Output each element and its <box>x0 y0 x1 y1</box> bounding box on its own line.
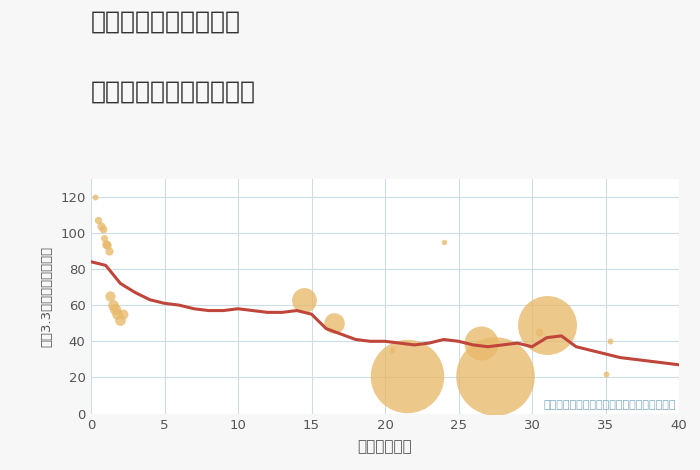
Text: 円の大きさは、取引のあった物件面積を示す: 円の大きさは、取引のあった物件面積を示す <box>544 400 676 410</box>
Point <box>438 238 449 246</box>
Point <box>541 321 552 329</box>
Point <box>386 346 398 354</box>
Point <box>600 370 611 377</box>
Point <box>118 310 129 318</box>
Point <box>90 193 101 200</box>
Point <box>92 216 104 224</box>
Text: 愛知県西尾市富山町の: 愛知県西尾市富山町の <box>91 9 241 33</box>
Point <box>96 222 107 229</box>
Point <box>112 310 123 318</box>
Point <box>115 316 126 323</box>
Point <box>298 296 309 304</box>
Y-axis label: 坪（3.3㎡）単価（万円）: 坪（3.3㎡）単価（万円） <box>40 245 53 347</box>
Text: 築年数別中古戸建て価格: 築年数別中古戸建て価格 <box>91 80 256 104</box>
Point <box>102 242 113 249</box>
Point <box>100 240 111 247</box>
X-axis label: 築年数（年）: 築年数（年） <box>358 439 412 454</box>
Point <box>103 247 114 255</box>
Point <box>604 337 615 345</box>
Point <box>97 226 108 233</box>
Point <box>108 301 119 309</box>
Point <box>475 339 486 347</box>
Point <box>109 305 120 313</box>
Point <box>104 292 116 300</box>
Point <box>328 320 340 327</box>
Point <box>99 235 110 242</box>
Point <box>402 372 413 379</box>
Point <box>534 329 545 336</box>
Point <box>490 372 501 379</box>
